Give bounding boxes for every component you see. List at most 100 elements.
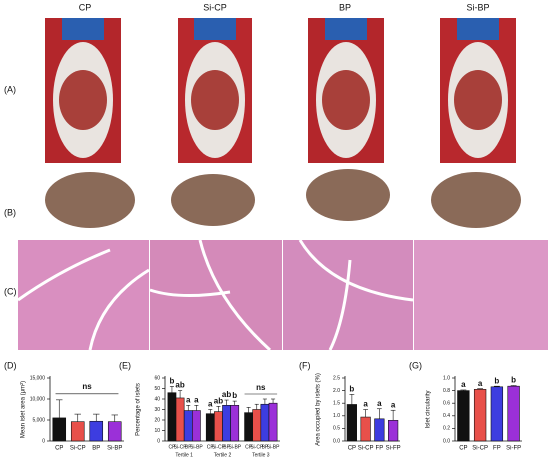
headers: CP Si-CP BP Si-BP (A) (B) (C) <box>4 2 490 296</box>
group-label: Tertile 1 <box>175 452 193 458</box>
bar-label: Si-BP <box>190 444 203 450</box>
panel-label: (G) <box>409 360 422 370</box>
bar <box>473 389 487 442</box>
histology <box>17 239 548 352</box>
y-tick-label: 0.6 <box>443 401 450 407</box>
bar <box>70 421 85 442</box>
bar <box>457 390 470 442</box>
bar <box>214 411 223 442</box>
significance-letter: ab <box>175 381 184 390</box>
bar <box>360 416 371 442</box>
bar-label: Si-CP <box>212 444 226 450</box>
row-label: (A) <box>4 84 16 94</box>
bar <box>192 410 201 442</box>
x-tick-label: Si-CP <box>70 446 86 452</box>
y-tick-label: 1.5 <box>333 401 340 407</box>
y-tick-label: 15,000 <box>30 375 46 381</box>
group-label: Tertile 3 <box>252 452 270 458</box>
x-tick-label: Si-FP <box>506 446 521 452</box>
y-tick-label: 40 <box>154 396 160 402</box>
bar <box>374 418 385 442</box>
bar-label: Si-BP <box>267 444 280 450</box>
y-axis-label: Area occupied by islets (%) <box>316 373 322 446</box>
livers <box>45 169 521 228</box>
bar-label: Si-CP <box>174 444 188 450</box>
significance-letter: b <box>349 384 354 393</box>
organs <box>59 70 502 130</box>
bar <box>346 404 357 442</box>
bar <box>222 404 231 442</box>
annotation: ns <box>256 383 266 392</box>
annotation: ns <box>82 382 92 391</box>
rat-bodies <box>53 42 508 158</box>
x-tick-label: BP <box>92 446 100 452</box>
x-tick-label: CP <box>55 446 63 452</box>
y-tick-label: 60 <box>154 375 160 381</box>
column-header: Si-BP <box>466 2 489 12</box>
column-header: CP <box>79 2 92 12</box>
significance-letter: a <box>391 400 396 409</box>
y-tick-label: 0.5 <box>333 426 340 432</box>
panel-label: (D) <box>4 360 17 370</box>
bar <box>183 410 193 442</box>
charts: (D) Mean islet area (μm²) 0 5,000 10,000 15,0… <box>4 360 522 458</box>
significance-letter: b <box>232 391 237 400</box>
significance-letter: a <box>478 379 483 388</box>
bar <box>52 417 67 442</box>
y-tick-label: 0.0 <box>443 438 450 444</box>
bar-label: BP <box>185 444 192 450</box>
bar <box>507 385 520 442</box>
bar <box>260 403 270 442</box>
bar-label: CP <box>168 444 176 450</box>
bar <box>490 386 504 442</box>
y-tick-label: 0.2 <box>443 426 450 432</box>
panel-label: (F) <box>299 360 311 370</box>
y-tick-label: 1.0 <box>443 375 450 381</box>
gloves <box>62 18 499 40</box>
x-tick-label: FP <box>376 446 384 452</box>
x-tick-label: Si-CP <box>358 446 374 452</box>
bar <box>268 402 278 442</box>
x-tick-label: FP <box>493 446 501 452</box>
y-tick-label: 0.8 <box>443 388 450 394</box>
row-label: (C) <box>4 286 17 296</box>
y-tick-label: 0.0 <box>333 438 340 444</box>
x-tick-label: Si-CP <box>472 446 488 452</box>
significance-letter: ab <box>222 390 231 399</box>
x-tick-label: Si-BP <box>107 446 122 452</box>
bar-label: Si-BP <box>228 444 241 450</box>
bar-label: BP <box>223 444 230 450</box>
bar <box>230 404 240 442</box>
x-tick-label: Si-FP <box>386 446 401 452</box>
y-tick-label: 0.4 <box>443 413 450 419</box>
y-tick-label: 2.0 <box>333 388 340 394</box>
bar <box>107 421 122 442</box>
rat-photos <box>45 18 516 163</box>
y-tick-label: 20 <box>154 417 160 423</box>
bar <box>388 420 399 442</box>
y-tick-label: 0 <box>157 438 160 444</box>
bar-label: BP <box>262 444 269 450</box>
y-tick-label: 10,000 <box>30 396 46 402</box>
y-tick-label: 2.5 <box>333 375 340 381</box>
x-tick-label: CP <box>348 446 356 452</box>
y-tick-label: 50 <box>154 386 160 392</box>
bar <box>205 413 215 442</box>
significance-letter: b <box>494 376 499 385</box>
bar <box>175 397 185 442</box>
y-axis-label: Islet circularity <box>426 390 432 428</box>
significance-letter: a <box>208 400 213 409</box>
bar <box>252 409 262 442</box>
significance-letter: a <box>377 399 382 408</box>
column-header: Si-CP <box>203 2 227 12</box>
row-label: (B) <box>4 207 16 217</box>
column-header: BP <box>339 2 351 12</box>
significance-letter: a <box>186 395 191 404</box>
significance-letter: a <box>363 400 368 409</box>
bar-label: Si-CP <box>250 444 264 450</box>
x-tick-label: CP <box>459 446 467 452</box>
group-label: Tertile 2 <box>214 452 232 458</box>
significance-letter: a <box>194 395 199 404</box>
